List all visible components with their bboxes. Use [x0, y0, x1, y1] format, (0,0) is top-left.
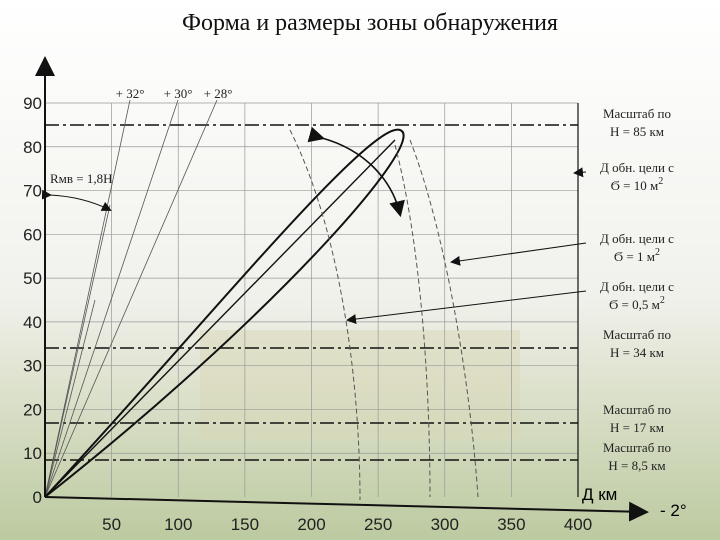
y-tick-label: 50	[23, 269, 42, 288]
y-tick-label: 60	[23, 225, 42, 244]
annotation-line: Ϭ = 0,5 м2	[609, 295, 665, 312]
angle-ray-label: + 28°	[204, 86, 233, 101]
annotation-line: Д обн. цели с	[600, 160, 674, 175]
annotation-text: Н = 8,5 км	[608, 458, 665, 473]
labels: 0 10 20 30 40 50 60 70 80 90 50 100 150 200 250 300 350 4…	[23, 86, 674, 534]
y-tick-label: 70	[23, 182, 42, 201]
rotation-arrow	[307, 126, 405, 218]
annotation-line: Н = 17 км	[610, 420, 664, 435]
annotation-line: Масштаб по	[603, 327, 671, 342]
x-tick-label: 400	[564, 515, 592, 534]
superscript: 2	[658, 176, 663, 187]
y-tick-label: 90	[23, 94, 42, 113]
annotation-text: Н = 34 км	[610, 345, 664, 360]
y-tick-label: 80	[23, 138, 42, 157]
angle-ray-label: + 30°	[164, 86, 193, 101]
x-axis	[44, 496, 649, 522]
angle-ray-label: + 32°	[116, 86, 145, 101]
annotation-line: Масштаб по	[603, 402, 671, 417]
y-tick-label: 10	[23, 444, 42, 463]
y-tick-label: 30	[23, 357, 42, 376]
x-tick-label: 50	[102, 515, 121, 534]
x-tick-label: 150	[231, 515, 259, 534]
x-tick-label: 200	[297, 515, 325, 534]
annotation-text: Ϭ = 0,5 м	[609, 297, 660, 312]
annotation-line: Ϭ = 10 м2	[611, 176, 663, 193]
x-tick-label: 300	[431, 515, 459, 534]
angle-label: - 2°	[660, 501, 687, 520]
annotation-line: Масштаб по	[603, 106, 671, 121]
annotation-line: Н = 34 км	[610, 345, 664, 360]
x-tick-label: 100	[164, 515, 192, 534]
annotation-text: Н = 85 км	[610, 124, 664, 139]
y-tick-label: 40	[23, 313, 42, 332]
x-tick-label: 350	[497, 515, 525, 534]
annotation-line: Ϭ = 1 м2	[614, 247, 660, 264]
y-tick-label: 20	[23, 400, 42, 419]
annotation-line: Н = 8,5 км	[608, 458, 665, 473]
annotation-text: Ϭ = 10 м	[611, 178, 658, 193]
annotation-text: Н = 17 км	[610, 420, 664, 435]
title: Форма и размеры зоны обнаружения	[182, 10, 558, 36]
annotation-arrows	[41, 167, 587, 324]
annotation-line: Масштаб по	[603, 440, 671, 455]
y-tick-label: 0	[33, 488, 42, 507]
superscript: 2	[660, 295, 665, 306]
rmv-label: Rмв = 1,8H	[50, 171, 113, 186]
superscript: 2	[655, 247, 660, 258]
rays	[44, 99, 218, 498]
annotation-line: Н = 85 км	[610, 124, 664, 139]
annotation-line: Д обн. цели с	[600, 279, 674, 294]
annotation-text: Ϭ = 1 м	[614, 249, 655, 264]
x-tick-label: 250	[364, 515, 392, 534]
x-unit-label: Д км	[582, 485, 617, 504]
annotation-line: Д обн. цели с	[600, 231, 674, 246]
